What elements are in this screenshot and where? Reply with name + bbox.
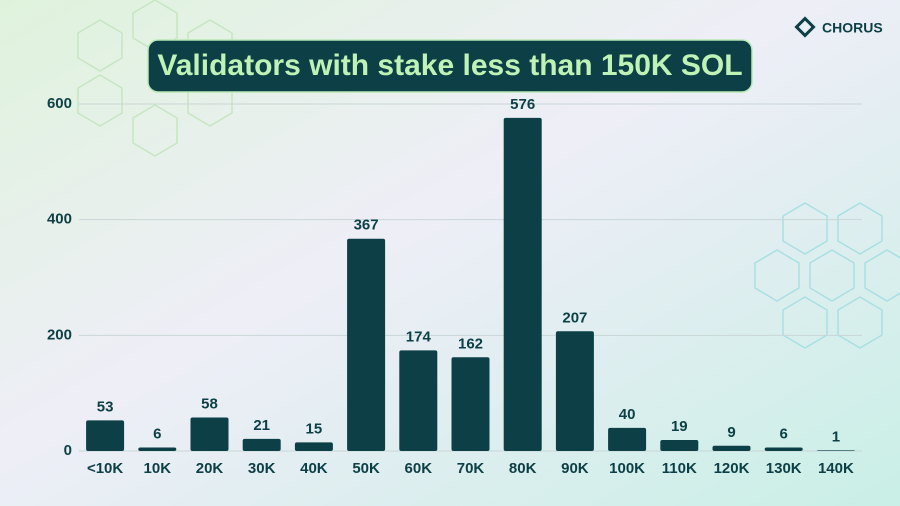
x-tick-label: 50K bbox=[352, 460, 380, 477]
x-tick-label: 100K bbox=[609, 460, 645, 477]
y-tick-label: 0 bbox=[64, 442, 72, 459]
bar bbox=[190, 417, 229, 451]
bar bbox=[660, 440, 699, 451]
value-label: 1 bbox=[832, 428, 840, 445]
x-tick-label: 40K bbox=[300, 460, 328, 477]
logo-text: CHORUS bbox=[822, 20, 883, 36]
value-label: 9 bbox=[727, 424, 735, 441]
value-label: 15 bbox=[306, 420, 323, 437]
x-tick-label: 80K bbox=[509, 460, 537, 477]
x-tick-label: 30K bbox=[248, 460, 276, 477]
bar bbox=[608, 427, 647, 451]
bar bbox=[503, 117, 542, 451]
bar bbox=[712, 445, 751, 451]
x-tick-label: 20K bbox=[196, 460, 224, 477]
value-label: 58 bbox=[201, 395, 218, 412]
bar bbox=[294, 442, 333, 451]
bar bbox=[399, 350, 438, 451]
value-label: 19 bbox=[671, 418, 688, 435]
x-tick-label: 120K bbox=[714, 460, 750, 477]
hex-decoration-right bbox=[754, 202, 900, 349]
y-tick-label: 400 bbox=[47, 211, 72, 228]
value-label: 162 bbox=[458, 335, 483, 352]
x-tick-label: 70K bbox=[457, 460, 485, 477]
bar bbox=[816, 450, 855, 451]
value-label: 174 bbox=[406, 328, 432, 345]
value-label: 367 bbox=[354, 217, 379, 234]
bar bbox=[555, 331, 594, 451]
value-label: 40 bbox=[619, 406, 636, 423]
x-tick-label: 90K bbox=[561, 460, 589, 477]
bar bbox=[451, 357, 490, 451]
bar bbox=[347, 238, 386, 451]
x-tick-label: <10K bbox=[87, 460, 123, 477]
value-label: 53 bbox=[97, 398, 114, 415]
chart-title: Validators with stake less than 150K SOL bbox=[157, 49, 742, 82]
title-box bbox=[147, 39, 753, 93]
y-tick-label: 200 bbox=[47, 326, 72, 343]
x-tick-label: 130K bbox=[766, 460, 802, 477]
value-label: 207 bbox=[562, 309, 587, 326]
value-label: 6 bbox=[780, 425, 788, 442]
bar bbox=[764, 447, 803, 451]
x-tick-label: 140K bbox=[818, 460, 854, 477]
value-label: 6 bbox=[153, 425, 161, 442]
x-tick-label: 60K bbox=[405, 460, 433, 477]
y-tick-label: 600 bbox=[47, 95, 72, 112]
logo: CHORUS bbox=[794, 16, 883, 38]
bar bbox=[86, 420, 125, 451]
x-tick-label: 110K bbox=[662, 460, 697, 477]
x-tick-label: 10K bbox=[144, 460, 172, 477]
value-label: 576 bbox=[510, 96, 535, 113]
bar bbox=[138, 447, 177, 451]
value-label: 21 bbox=[253, 417, 270, 434]
bar bbox=[242, 438, 281, 451]
